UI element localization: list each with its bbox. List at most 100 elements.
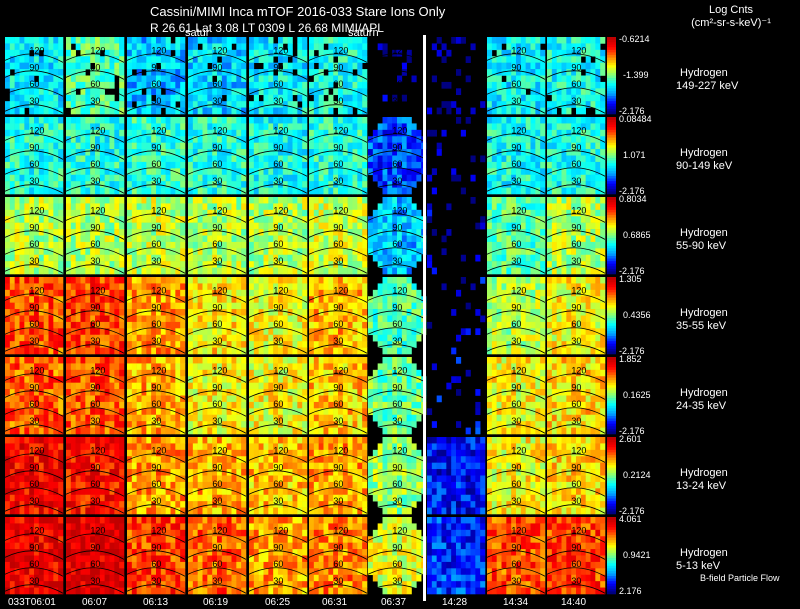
heatmap-cell	[70, 174, 76, 182]
heatmap-cell	[127, 181, 133, 188]
heatmap-cell	[352, 62, 358, 70]
heatmap-cell	[104, 289, 110, 297]
heatmap-cell	[109, 328, 115, 336]
contour-line	[126, 230, 186, 240]
heatmap-cell	[241, 161, 247, 169]
heatmap-cell	[342, 254, 348, 262]
heatmap-cell	[372, 254, 378, 262]
heatmap-cell	[109, 302, 115, 310]
contour-label: 60	[333, 239, 343, 249]
heatmap-cell	[561, 62, 567, 70]
heatmap-cell	[53, 254, 59, 262]
heatmap-cell	[347, 117, 353, 124]
heatmap-cell	[104, 101, 110, 108]
heatmap-cell	[278, 123, 284, 131]
heatmap-cell	[146, 62, 152, 70]
heatmap-cell	[131, 75, 137, 83]
heatmap-cell	[75, 283, 81, 291]
heatmap-cell	[136, 187, 142, 195]
heatmap-cell	[342, 315, 348, 323]
heatmap-cell	[131, 187, 137, 195]
heatmap-cell	[530, 222, 536, 230]
heatmap-cell	[551, 254, 557, 262]
heatmap-cell	[540, 56, 546, 63]
heatmap-cell	[156, 187, 162, 195]
heatmap-cell	[401, 248, 407, 256]
heatmap-cell	[571, 75, 577, 83]
heatmap-cell	[347, 155, 353, 163]
heatmap-cell	[323, 254, 329, 262]
heatmap-cell	[151, 334, 157, 342]
contour-line	[4, 310, 64, 320]
heatmap-cell	[156, 94, 162, 102]
contour-line	[367, 230, 427, 240]
heatmap-cell	[268, 161, 274, 169]
heatmap-cell	[576, 161, 582, 169]
heatmap-cell	[109, 136, 115, 143]
heatmap-cell	[127, 254, 133, 262]
heatmap-cell	[530, 43, 536, 51]
heatmap-cell	[104, 117, 110, 124]
heatmap-cell	[328, 117, 334, 124]
heatmap-cell	[212, 347, 218, 355]
heatmap-cell	[24, 315, 30, 323]
heatmap-cell	[362, 149, 368, 156]
heatmap-cell	[236, 241, 242, 249]
heatmap-cell	[535, 88, 541, 96]
heatmap-cell	[114, 56, 120, 63]
heatmap-cell	[221, 37, 227, 44]
heatmap-cell	[263, 209, 269, 217]
heatmap-cell	[585, 117, 591, 124]
heatmap-cell	[90, 43, 96, 51]
heatmap-cell	[75, 117, 81, 124]
heatmap-cell	[547, 168, 553, 176]
contour-line	[308, 264, 368, 274]
heatmap-cell	[263, 149, 269, 156]
heatmap-cell	[48, 248, 54, 256]
heatmap-cell	[318, 283, 324, 291]
heatmap-cell	[313, 235, 319, 243]
heatmap-cell	[600, 117, 606, 124]
heatmap-cell	[273, 142, 279, 150]
heatmap-cell	[511, 174, 517, 182]
heatmap-cell	[80, 289, 86, 297]
heatmap-cell	[338, 37, 344, 44]
heatmap-cell	[43, 302, 49, 310]
heatmap-cell	[253, 129, 259, 137]
heatmap-cell	[258, 254, 264, 262]
heatmap-cell	[99, 283, 105, 291]
heatmap-cell	[411, 174, 417, 182]
heatmap-cell	[347, 347, 353, 355]
heatmap-cell	[5, 209, 11, 217]
heatmap-cell	[571, 117, 577, 124]
heatmap-cell	[217, 277, 223, 284]
heatmap-cell	[338, 75, 344, 83]
contour-line	[308, 150, 368, 160]
heatmap-cell	[268, 267, 274, 275]
contour-label: 30	[29, 176, 39, 186]
heatmap-cell	[38, 62, 44, 70]
heatmap-cell	[80, 107, 86, 115]
heatmap-cell	[352, 37, 358, 44]
heatmap-cell	[43, 117, 49, 124]
heatmap-cell	[516, 161, 522, 169]
heatmap-cell	[258, 334, 264, 342]
heatmap-cell	[561, 107, 567, 115]
heatmap-cell	[202, 69, 208, 76]
heatmap-cell	[180, 296, 186, 303]
heatmap-cell	[131, 94, 137, 102]
heatmap-cell	[70, 309, 76, 316]
heatmap-cell	[70, 229, 76, 236]
heatmap-cell	[551, 81, 557, 89]
heatmap-cell	[566, 123, 572, 131]
heatmap-cell	[212, 49, 218, 57]
heatmap-cell	[217, 222, 223, 230]
heatmap-cell	[212, 69, 218, 76]
heatmap-cell	[258, 129, 264, 137]
heatmap-cell	[491, 155, 497, 163]
heatmap-cell	[165, 197, 171, 204]
heatmap-cell	[273, 75, 279, 83]
heatmap-cell	[600, 101, 606, 108]
